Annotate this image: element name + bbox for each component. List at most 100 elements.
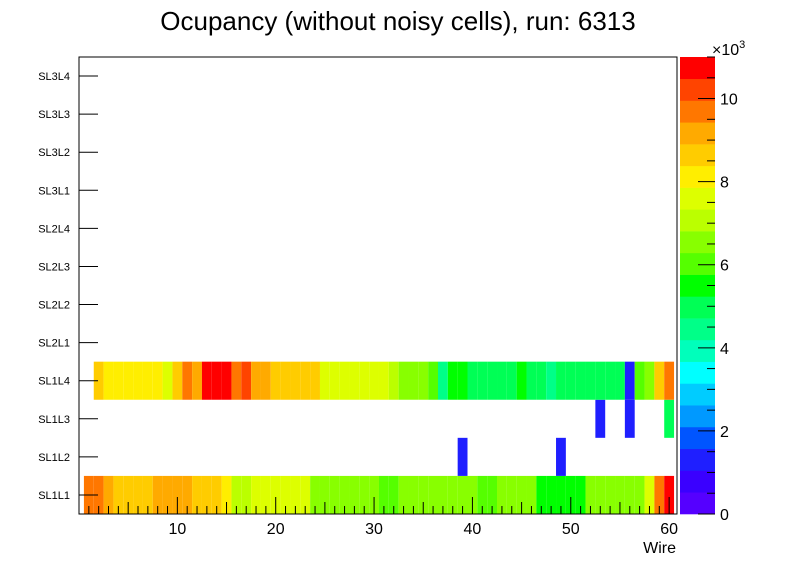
color-palette-bar [680,57,715,515]
heatmap-cell [624,475,635,514]
heatmap-cell [93,475,104,514]
heatmap-cell [487,475,498,514]
heatmap-cell [556,437,566,476]
heatmap-cell [477,475,488,514]
heatmap-cell [142,361,153,400]
x-tick-label: 60 [660,521,678,538]
heatmap-cell [556,475,566,514]
heatmap-cell [447,361,458,400]
heatmap-cell [428,361,438,400]
heatmap-cell [536,475,547,514]
heatmap-cell [319,475,330,514]
palette-swatch [680,252,715,275]
heatmap-cell [231,361,242,400]
heatmap-cell [624,399,635,438]
heatmap-cell [349,361,360,400]
heatmap-cell [556,361,566,400]
heatmap-cell [428,475,438,514]
palette-swatch [680,209,715,232]
heatmap-cell [457,475,468,514]
heatmap-cell [664,475,675,514]
heatmap-cell [437,361,448,400]
heatmap-cell [270,361,281,400]
heatmap-cell [152,475,163,514]
heatmap-cell [93,361,104,400]
heatmap-cell [300,475,311,514]
heatmap-cell [290,361,301,400]
heatmap-cell [437,475,448,514]
heatmap-cell [329,361,340,400]
heatmap-cell [585,361,596,400]
heatmap-cell [201,475,212,514]
heatmap-cell [359,475,370,514]
heatmap-cell [310,361,320,400]
heatmap-cell [506,361,517,400]
y-axis: SL1L1 SL1L2 SL1L3 SL1L4 SL2L1 SL2L2 SL2L3 SL2L4… [38,71,98,502]
heatmap-cell [211,361,222,400]
x-tick-label: 10 [168,521,186,538]
heatmap-cell [378,361,389,400]
heatmap-cell [565,475,576,514]
y-tick-label: SL3L3 [38,109,70,121]
heatmap-cell [477,361,488,400]
heatmap-cell [378,475,389,514]
heatmap-cell [497,361,507,400]
heatmap-cell [605,475,616,514]
palette-swatch [680,426,715,450]
heatmap-cell [369,475,379,514]
heatmap-cell [221,361,232,400]
palette-swatch [680,100,715,123]
y-tick-label: SL1L4 [38,376,70,388]
heatmap-cell [624,361,635,400]
heatmap-cell [457,437,468,476]
z-tick-label: 0 [720,507,729,524]
heatmap-cell [201,361,212,400]
z-axis-multiplier: ×103 [712,39,745,59]
heatmap-cell [182,361,193,400]
heatmap-cell [546,361,557,400]
z-tick-label: 2 [720,424,729,441]
heatmap-cell [516,475,527,514]
heatmap-cell [575,475,586,514]
y-tick-label: SL1L2 [38,452,70,464]
heatmap-cell [516,361,527,400]
heatmap-cells [83,361,675,514]
heatmap-cell [300,361,311,400]
z-tick-label: 10 [720,92,738,109]
heatmap-cell [595,361,606,400]
y-tick-label: SL1L3 [38,414,70,426]
heatmap-cell [260,475,271,514]
heatmap-cell [526,361,537,400]
heatmap-cell [526,475,537,514]
heatmap-cell [369,361,379,400]
palette-swatch [680,492,715,515]
palette-swatch [680,78,715,101]
heatmap-cell [182,475,193,514]
palette-swatch [680,339,715,362]
x-tick-label: 50 [562,521,580,538]
y-tick-label: SL3L4 [38,71,70,83]
heatmap-cell [664,399,675,438]
heatmap-cell [654,361,665,400]
heatmap-cell [123,361,134,400]
heatmap-cell [231,475,242,514]
heatmap-cell [103,361,114,400]
palette-swatch [680,318,715,341]
heatmap-cell [644,475,655,514]
y-tick-label: SL2L1 [38,338,70,350]
heatmap-cell [398,361,409,400]
z-axis: 0 2 4 6 8 10 [698,56,738,524]
heatmap-cell [467,361,478,400]
heatmap-cell [113,475,124,514]
palette-swatch [680,405,715,428]
z-multiplier-base: ×10 [712,42,739,59]
heatmap-cell [605,361,616,400]
palette-swatch [680,296,715,319]
y-tick-label: SL2L2 [38,300,70,312]
plot-frame [78,56,678,515]
heatmap-cell [497,475,507,514]
z-tick-label: 8 [720,175,729,192]
palette-swatch [680,57,715,80]
z-tick-label: 6 [720,258,729,275]
